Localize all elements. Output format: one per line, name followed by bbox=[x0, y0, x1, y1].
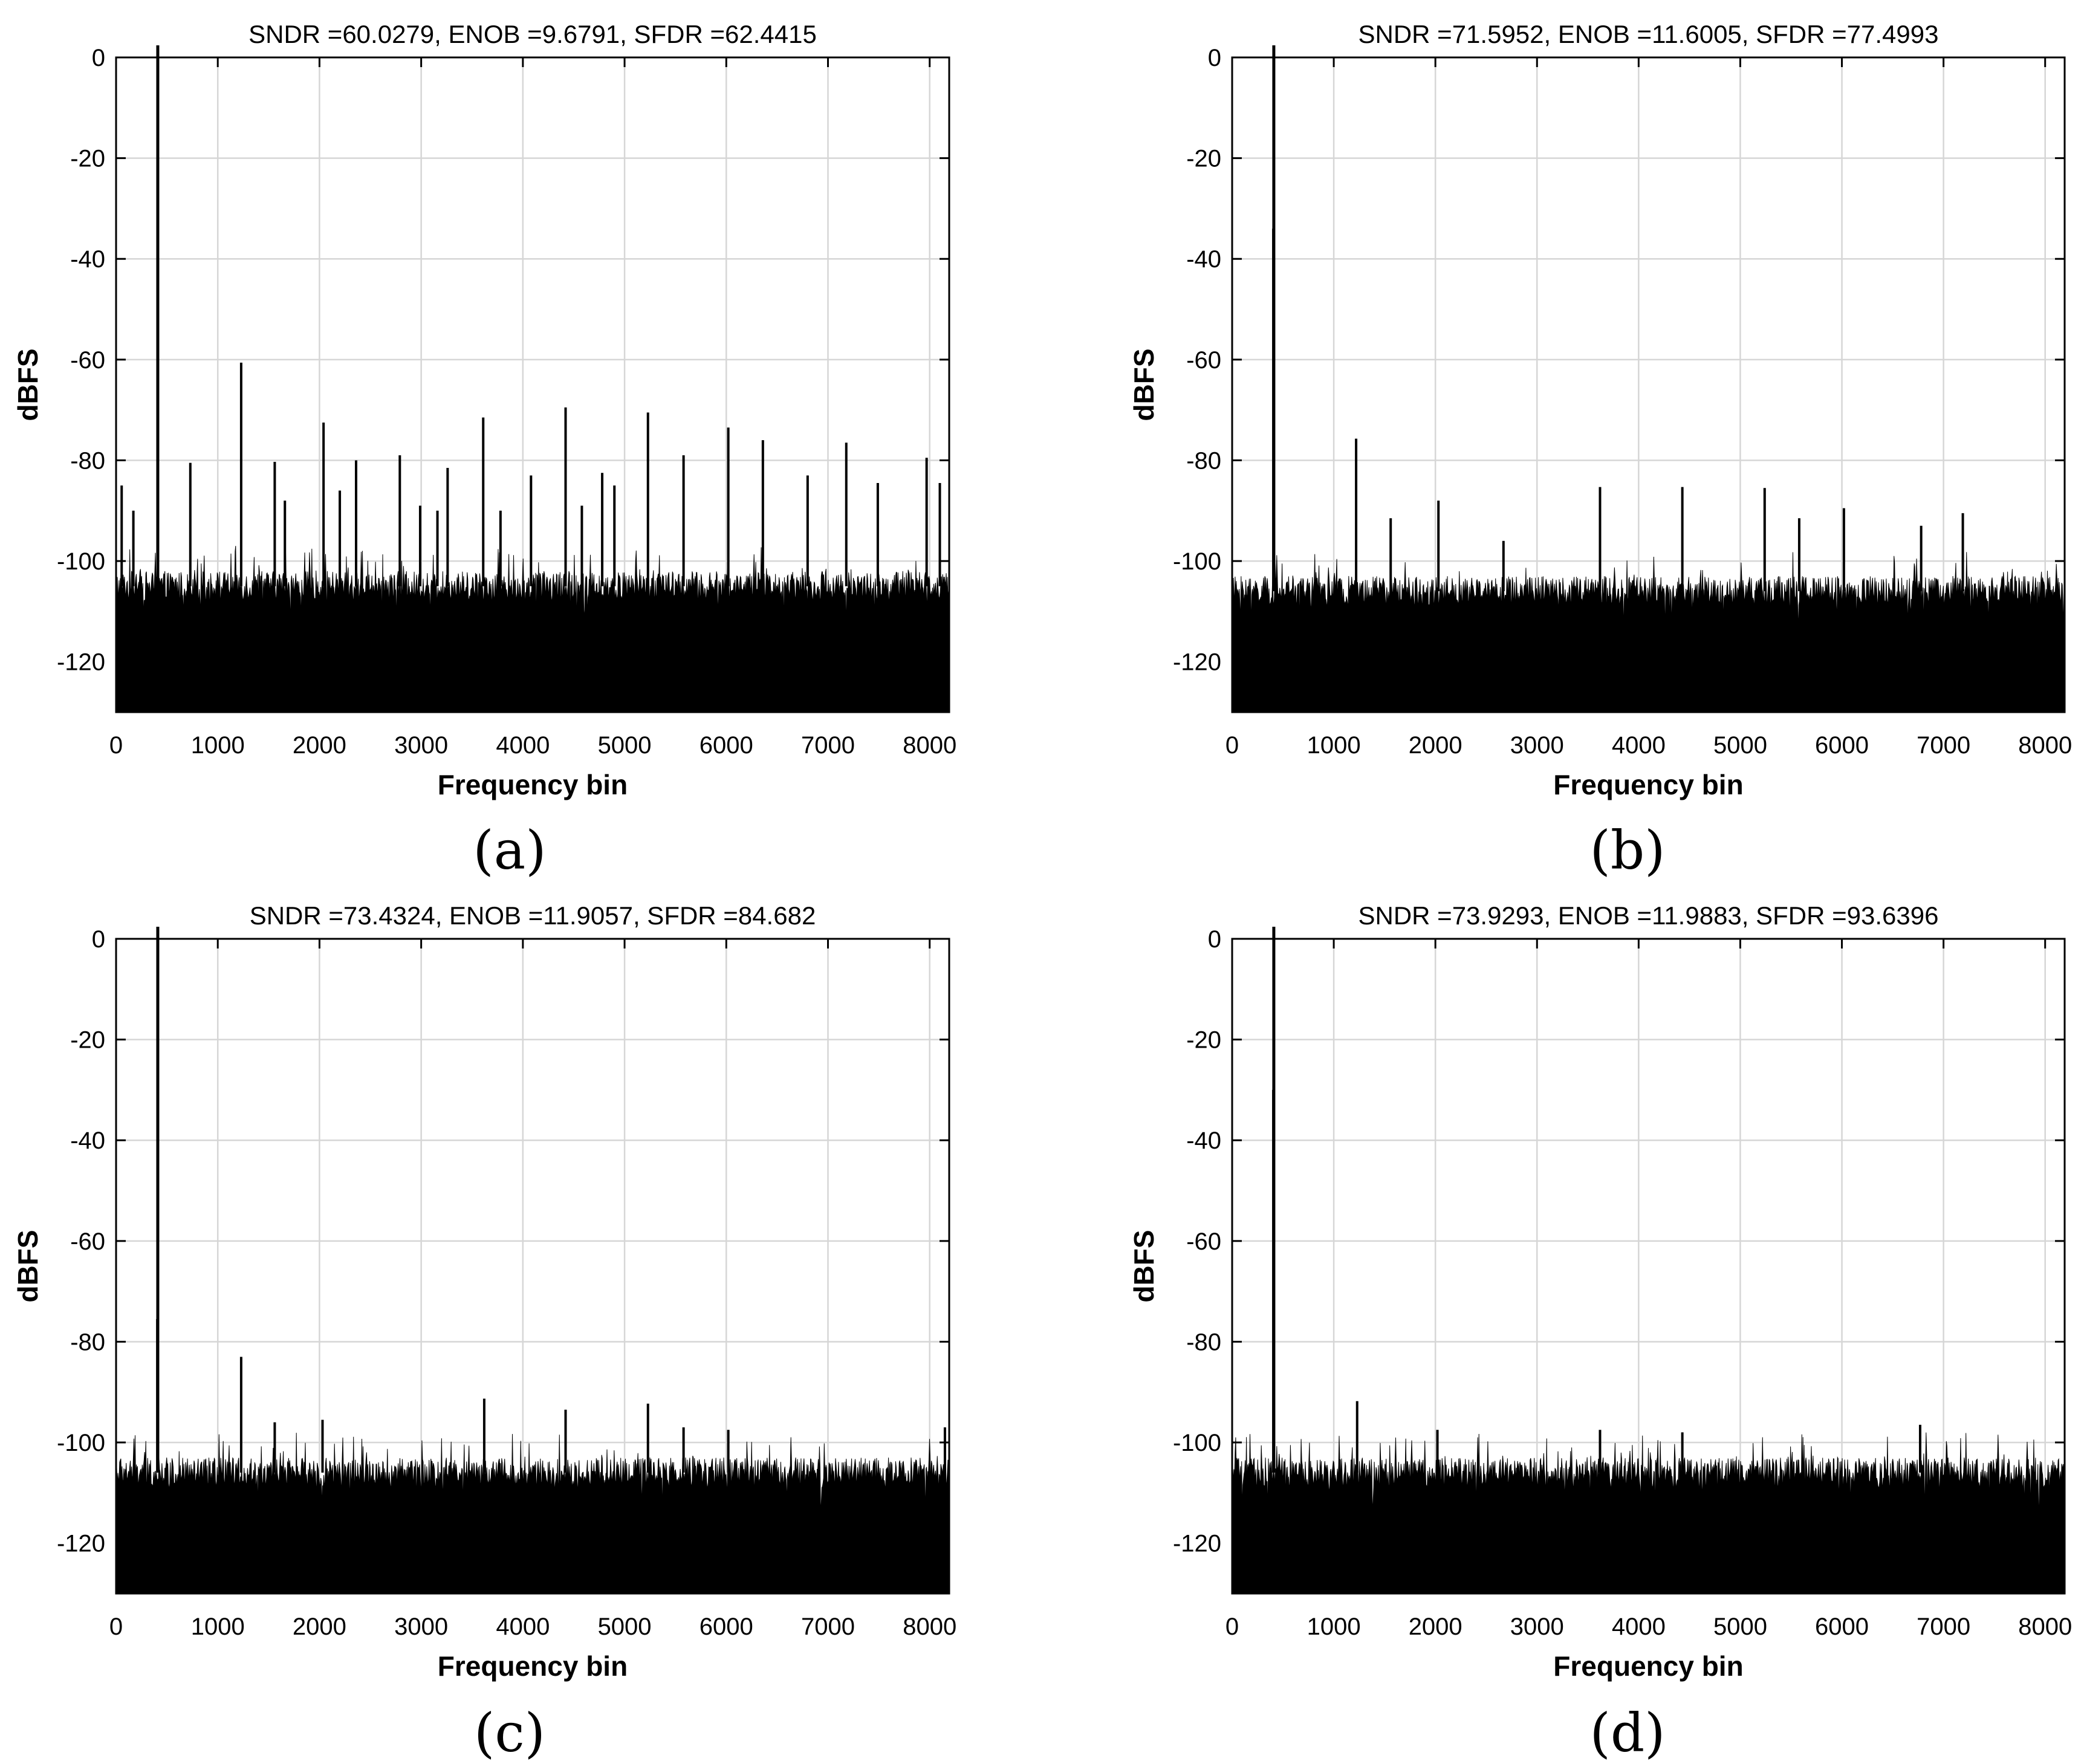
y-tick-label: -60 bbox=[70, 1228, 105, 1255]
y-tick-label: -80 bbox=[70, 447, 105, 474]
panel-d: 0 1000 2000 3000 4000 5000 6000 7000 8000 0 -20 -40… bbox=[1128, 901, 2072, 1682]
y-tick-label: -120 bbox=[57, 1531, 105, 1557]
x-tick-label: 8000 bbox=[903, 1613, 956, 1640]
y-axis-label: dBFS bbox=[1128, 348, 1160, 421]
x-tick-label: 1000 bbox=[191, 732, 245, 759]
plot-frame bbox=[115, 938, 950, 1595]
noise-floor bbox=[1232, 1432, 2065, 1594]
panel-b: 0 1000 2000 3000 4000 5000 6000 7000 8000 0 -20 -40… bbox=[1128, 20, 2072, 800]
x-tick-label: 8000 bbox=[2018, 732, 2072, 759]
y-tick-label: -40 bbox=[1186, 246, 1221, 273]
x-tick-label: 2000 bbox=[1409, 732, 1462, 759]
y-axis-label: dBFS bbox=[12, 1230, 44, 1302]
y-tick-label: -120 bbox=[57, 649, 105, 676]
x-tick-label: 0 bbox=[1225, 1613, 1239, 1640]
panel-caption-a: (a) bbox=[473, 819, 547, 881]
x-tick-label: 7000 bbox=[1917, 1613, 1970, 1640]
x-tick-label: 4000 bbox=[496, 732, 550, 759]
x-tick-label: 1000 bbox=[1307, 1613, 1361, 1640]
chart-title: SNDR =71.5952, ENOB =11.6005, SFDR =77.4… bbox=[1358, 20, 1939, 48]
y-tick-label: -120 bbox=[1173, 1531, 1221, 1557]
panel-c: 0 1000 2000 3000 4000 5000 6000 7000 8000 0 -20 -40… bbox=[12, 901, 956, 1682]
y-tick-label: -60 bbox=[1186, 347, 1221, 374]
panel-a: 0 1000 2000 3000 4000 5000 6000 7000 8000 0 -20 -40… bbox=[12, 20, 956, 800]
x-tick-label: 0 bbox=[109, 1613, 123, 1640]
plot-frame bbox=[1231, 56, 2066, 713]
x-tick-label: 5000 bbox=[1713, 1613, 1767, 1640]
x-tick-label: 6000 bbox=[700, 732, 753, 759]
y-tick-label: 0 bbox=[1208, 926, 1221, 953]
y-tick-label: -40 bbox=[70, 246, 105, 273]
y-tick-label: -100 bbox=[57, 1430, 105, 1456]
x-axis-label: Frequency bin bbox=[438, 1650, 628, 1682]
x-tick-label: 6000 bbox=[1815, 1613, 1869, 1640]
chart-title: SNDR =73.4324, ENOB =11.9057, SFDR =84.6… bbox=[250, 901, 816, 930]
x-tick-label: 6000 bbox=[700, 1613, 753, 1640]
x-axis-label: Frequency bin bbox=[438, 769, 628, 800]
chart-title: SNDR =73.9293, ENOB =11.9883, SFDR =93.6… bbox=[1358, 901, 1939, 930]
y-tick-label: -60 bbox=[70, 347, 105, 374]
y-tick-label: -20 bbox=[70, 146, 105, 172]
plot-frame bbox=[1231, 938, 2066, 1595]
x-tick-label: 5000 bbox=[1713, 732, 1767, 759]
y-tick-label: -40 bbox=[1186, 1127, 1221, 1154]
panel-caption-d: (d) bbox=[1589, 1702, 1666, 1764]
noise-floor bbox=[1232, 552, 2065, 713]
y-tick-label: 0 bbox=[1208, 45, 1221, 71]
x-tick-label: 7000 bbox=[1917, 732, 1970, 759]
x-tick-label: 3000 bbox=[394, 732, 448, 759]
x-tick-label: 5000 bbox=[598, 732, 652, 759]
x-tick-label: 1000 bbox=[191, 1613, 245, 1640]
y-tick-label: -80 bbox=[1186, 447, 1221, 474]
y-tick-label: -100 bbox=[1173, 1430, 1221, 1456]
x-tick-label: 4000 bbox=[1612, 1613, 1666, 1640]
x-tick-label: 0 bbox=[109, 732, 123, 759]
x-tick-label: 8000 bbox=[2018, 1613, 2072, 1640]
chart-title: SNDR =60.0279, ENOB =9.6791, SFDR =62.44… bbox=[248, 20, 817, 48]
y-tick-label: -20 bbox=[1186, 1027, 1221, 1054]
x-tick-label: 7000 bbox=[801, 732, 855, 759]
noise-floor bbox=[115, 1433, 950, 1594]
x-axis-label: Frequency bin bbox=[1553, 769, 1743, 800]
x-tick-label: 3000 bbox=[1510, 732, 1564, 759]
x-tick-label: 8000 bbox=[903, 732, 956, 759]
y-tick-label: -60 bbox=[1186, 1228, 1221, 1255]
x-tick-label: 1000 bbox=[1307, 732, 1361, 759]
panel-caption-b: (b) bbox=[1589, 819, 1666, 881]
x-tick-label: 0 bbox=[1225, 732, 1239, 759]
x-tick-label: 4000 bbox=[1612, 732, 1666, 759]
x-tick-label: 2000 bbox=[293, 1613, 346, 1640]
y-tick-label: -100 bbox=[57, 548, 105, 575]
y-tick-label: -120 bbox=[1173, 649, 1221, 676]
x-tick-label: 3000 bbox=[1510, 1613, 1564, 1640]
y-tick-label: 0 bbox=[92, 45, 105, 71]
plot-frame bbox=[115, 56, 950, 713]
y-tick-label: -20 bbox=[1186, 146, 1221, 172]
x-tick-label: 6000 bbox=[1815, 732, 1869, 759]
x-tick-label: 2000 bbox=[1409, 1613, 1462, 1640]
x-tick-label: 4000 bbox=[496, 1613, 550, 1640]
y-axis-label: dBFS bbox=[12, 348, 44, 421]
panel-caption-c: (c) bbox=[474, 1702, 545, 1764]
x-tick-label: 5000 bbox=[598, 1613, 652, 1640]
x-tick-label: 3000 bbox=[394, 1613, 448, 1640]
y-tick-label: -80 bbox=[1186, 1329, 1221, 1355]
x-tick-label: 2000 bbox=[293, 732, 346, 759]
x-tick-label: 7000 bbox=[801, 1613, 855, 1640]
y-tick-label: -100 bbox=[1173, 548, 1221, 575]
y-tick-label: 0 bbox=[92, 926, 105, 953]
noise-floor bbox=[115, 546, 950, 713]
y-tick-label: -80 bbox=[70, 1329, 105, 1355]
y-tick-label: -40 bbox=[70, 1127, 105, 1154]
y-tick-label: -20 bbox=[70, 1027, 105, 1054]
y-axis-label: dBFS bbox=[1128, 1230, 1160, 1302]
x-axis-label: Frequency bin bbox=[1553, 1650, 1743, 1682]
